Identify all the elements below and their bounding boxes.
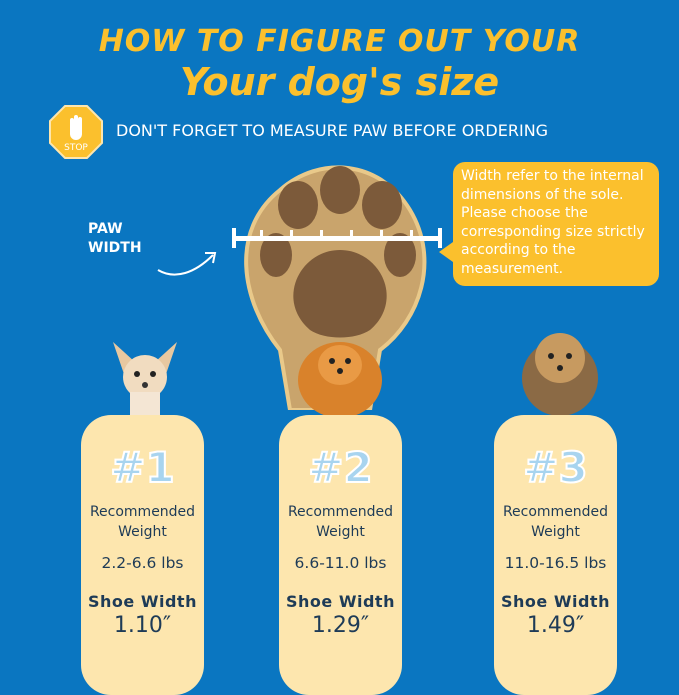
pomeranian-image — [298, 342, 382, 417]
size-card-2: #2 Recommended Weight 6.6-11.0 lbs Shoe … — [279, 415, 402, 695]
weight-range: 2.2-6.6 lbs — [101, 554, 184, 572]
shoe-width-value: 1.29″ — [311, 613, 370, 638]
curved-arrow-icon — [157, 252, 217, 276]
size-number: #2 — [307, 442, 373, 493]
weight-label: Recommended Weight — [89, 504, 196, 540]
stop-sign-icon: STOP — [49, 105, 103, 159]
shoe-width-label: Shoe Width — [88, 592, 197, 611]
weight-range: 11.0-16.5 lbs — [504, 554, 607, 572]
shoe-width-label: Shoe Width — [501, 592, 610, 611]
title-line-2: Your dog's size — [179, 60, 500, 104]
stop-label: STOP — [64, 143, 88, 153]
weight-label: Recommended Weight — [502, 504, 609, 540]
size-number: #3 — [522, 442, 588, 493]
weight-label: Recommended Weight — [287, 504, 394, 540]
weight-range: 6.6-11.0 lbs — [294, 554, 387, 572]
yorkshire-terrier-image — [522, 333, 598, 416]
size-card-1: #1 Recommended Weight 2.2-6.6 lbs Shoe W… — [81, 415, 204, 695]
shoe-width-value: 1.10″ — [113, 613, 172, 638]
chihuahua-image — [113, 342, 177, 417]
shoe-width-value: 1.49″ — [526, 613, 585, 638]
shoe-width-label: Shoe Width — [286, 592, 395, 611]
size-card-3: #3 Recommended Weight 11.0-16.5 lbs Shoe… — [494, 415, 617, 695]
size-number: #1 — [109, 442, 175, 493]
paw-illustration — [232, 165, 442, 410]
paw-width-label: PAW WIDTH — [88, 221, 142, 256]
title-line-1: HOW TO FIGURE OUT YOUR — [98, 24, 581, 59]
ruler-icon — [232, 228, 442, 248]
callout-bubble: Width refer to the internal dimensions o… — [439, 162, 659, 286]
measure-reminder: DON'T FORGET TO MEASURE PAW BEFORE ORDER… — [116, 121, 549, 140]
